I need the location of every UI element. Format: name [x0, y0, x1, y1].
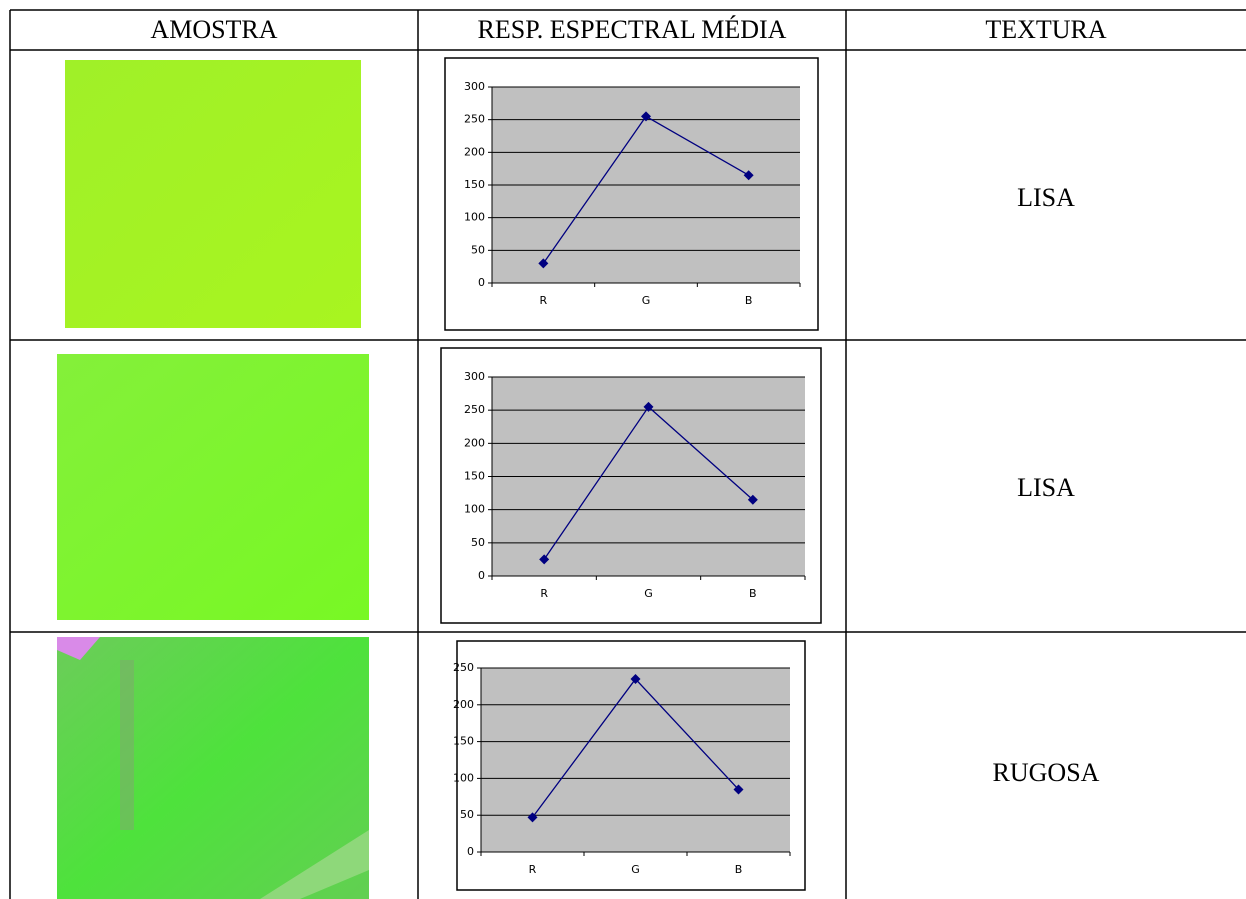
sample-image [57, 60, 369, 899]
x-tick-label: G [642, 294, 651, 307]
texture-label: LISA [1017, 473, 1075, 502]
y-tick-label: 100 [453, 771, 474, 784]
y-tick-label: 150 [453, 735, 474, 748]
page: AMOSTRA RESP. ESPECTRAL MÉDIA TEXTURA 0 5… [0, 0, 1246, 899]
y-tick-label: 100 [464, 503, 485, 516]
x-tick-label: R [529, 863, 537, 876]
header-cell: AMOSTRA [150, 15, 277, 44]
x-tick-label: G [631, 863, 640, 876]
y-tick-label: 150 [464, 470, 485, 483]
y-tick-label: 50 [460, 808, 474, 821]
header-cell: TEXTURA [985, 15, 1107, 44]
x-tick-label: G [644, 587, 653, 600]
x-tick-label: B [735, 863, 743, 876]
y-tick-label: 250 [464, 113, 485, 126]
x-tick-label: R [540, 587, 548, 600]
y-tick-label: 150 [464, 178, 485, 191]
y-tick-label: 300 [464, 80, 485, 93]
y-tick-label: 200 [453, 698, 474, 711]
y-tick-label: 200 [464, 436, 485, 449]
plot-area [481, 668, 790, 852]
x-tick-label: R [540, 294, 548, 307]
y-tick-label: 200 [464, 145, 485, 158]
x-tick-label: B [749, 587, 757, 600]
y-tick-label: 300 [464, 370, 485, 383]
y-tick-label: 0 [467, 845, 474, 858]
texture-label: RUGOSA [993, 758, 1100, 787]
x-tick-label: B [745, 294, 753, 307]
y-tick-label: 250 [464, 403, 485, 416]
texture-label: LISA [1017, 183, 1075, 212]
y-tick-label: 0 [478, 276, 485, 289]
y-tick-label: 50 [471, 536, 485, 549]
y-tick-label: 50 [471, 243, 485, 256]
header-cell: RESP. ESPECTRAL MÉDIA [478, 15, 787, 44]
y-tick-label: 0 [478, 569, 485, 582]
y-tick-label: 250 [453, 661, 474, 674]
y-tick-label: 100 [464, 211, 485, 224]
